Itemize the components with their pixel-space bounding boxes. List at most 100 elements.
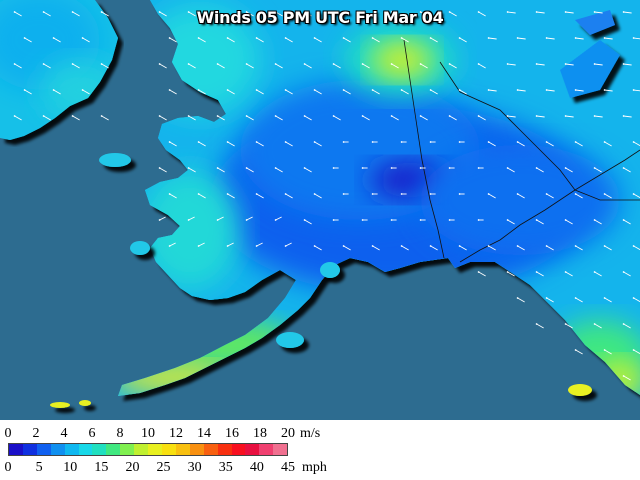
wind-arrow-head [303,219,306,221]
wind-arrow [517,89,526,92]
wind-arrow [604,349,612,355]
wind-arrow-head [622,63,625,65]
wind-arrow [304,167,312,173]
wind-arrow-head [516,245,519,247]
wind-arrow-head [535,11,538,13]
wind-arrow-head [13,115,16,117]
wind-arrow [256,89,264,95]
wind-arrow-head [216,167,219,169]
wind-arrow [488,141,496,147]
wind-arrow-head [158,167,161,169]
wind-arrow [14,115,22,121]
wind-arrow-head [603,37,606,39]
wind-arrow [459,245,467,251]
wind-arrow-head [23,89,26,91]
wind-arrow-head [342,193,345,195]
wind-arrow-head [545,245,548,247]
wind-arrow-head [622,375,625,377]
wind-arrow [633,193,640,199]
wind-arrow-head [477,271,480,273]
mph-tick-label: 45 [281,460,295,475]
wind-arrow [507,11,516,14]
wind-arrow [565,271,573,277]
wind-arrow [43,115,51,121]
wind-arrow [536,219,544,225]
wind-arrow [275,167,283,173]
wind-arrow [362,115,370,121]
wind-arrow-head [419,63,422,65]
wind-arrow-head [487,193,490,195]
wind-arrow [623,63,632,66]
wind-arrow-head [400,141,403,143]
wind-arrow-head [574,37,577,39]
wind-arrow [24,89,32,95]
wind-arrow-head [429,141,432,143]
wind-arrow [536,167,544,173]
wind-arrow [449,63,457,69]
wind-arrow [246,115,254,121]
wind-arrow-head [400,37,403,39]
wind-arrow-head [506,219,509,221]
wind-arrow [333,63,341,69]
wind-arrow [449,11,457,17]
wind-arrow [507,219,515,225]
wind-arrow-head [226,37,229,39]
wind-arrow-head [390,219,393,221]
wind-arrow [256,37,264,43]
wind-arrow-head [100,11,103,13]
wind-arrow [623,115,632,118]
wind-arrow-head [158,11,161,13]
wind-arrow [188,216,195,221]
wind-arrow [633,89,640,92]
wind-arrow [633,37,640,40]
wind-arrow [478,63,486,69]
wind-arrow-head [284,89,287,91]
wind-arrow [633,141,640,147]
wind-arrow-head [216,63,219,65]
wind-arrow [430,89,438,95]
wind-arrow-head [516,193,519,195]
wind-arrow-head [506,167,509,169]
wind-arrow-head [255,141,258,143]
legend-swatch [189,444,204,455]
wind-arrow-head [622,271,625,273]
wind-arrow-head [477,219,480,221]
wind-arrow [517,245,525,251]
wind-arrow-head [332,167,335,169]
wind-arrow-head [448,63,451,65]
st-lawrence-island [99,153,131,167]
wind-arrow [604,89,613,92]
wind-arrow-head [187,11,190,13]
wind-arrow [227,193,235,199]
wind-arrow [246,216,253,221]
wind-arrow-head [535,115,538,117]
mph-tick-label: 10 [63,460,78,475]
wind-arrow [604,141,612,147]
wind-arrow [275,11,283,17]
ms-unit-label: m/s [300,426,321,441]
wind-arrow [430,37,438,43]
wind-arrow-head [448,11,451,13]
wind-arrow-head [603,349,606,351]
wind-arrow-head [593,11,596,13]
wind-arrow-head [487,37,490,39]
wind-arrow-head [487,141,490,143]
wind-arrow [198,37,206,43]
wind-arrow [217,115,225,121]
legend-swatch [106,444,121,455]
ms-tick-label: 12 [169,426,183,441]
wind-arrow [449,115,457,121]
wind-arrow-head [332,11,335,13]
legend-swatch [134,444,149,455]
wind-arrow-head [158,63,161,65]
ms-tick-label: 6 [88,426,96,441]
wind-arrow [285,141,293,147]
wind-arrow [188,11,196,17]
wind-arrow-head [197,89,200,91]
wind-arrow [604,297,612,303]
wind-arrow-head [419,115,422,117]
wind-arrow-head [622,219,625,221]
wind-arrow-head [622,167,625,169]
wind-arrow [169,141,177,147]
wind-arrow [565,219,573,225]
